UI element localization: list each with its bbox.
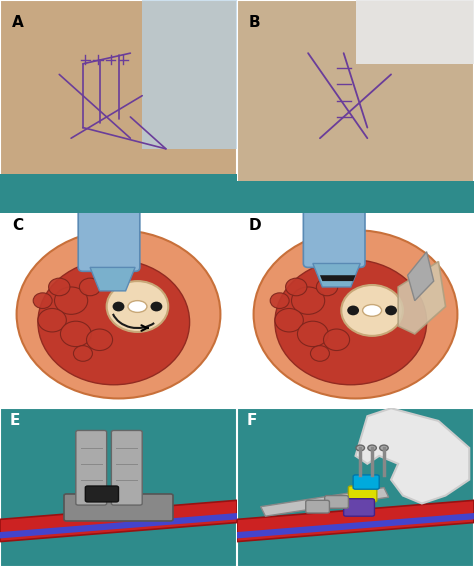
FancyBboxPatch shape xyxy=(0,408,237,567)
Circle shape xyxy=(341,285,403,336)
Text: D: D xyxy=(249,218,262,234)
Circle shape xyxy=(73,346,92,361)
Ellipse shape xyxy=(363,304,382,316)
FancyBboxPatch shape xyxy=(325,496,348,508)
Circle shape xyxy=(270,293,289,308)
Circle shape xyxy=(368,445,376,451)
Polygon shape xyxy=(237,500,474,541)
Text: B: B xyxy=(249,15,261,30)
Circle shape xyxy=(17,230,220,399)
Polygon shape xyxy=(261,488,389,516)
FancyBboxPatch shape xyxy=(348,486,377,502)
Circle shape xyxy=(285,278,307,296)
FancyBboxPatch shape xyxy=(353,475,379,489)
Circle shape xyxy=(107,281,168,332)
FancyBboxPatch shape xyxy=(0,0,237,213)
Polygon shape xyxy=(237,513,474,539)
FancyBboxPatch shape xyxy=(0,175,237,213)
FancyBboxPatch shape xyxy=(76,430,107,505)
FancyBboxPatch shape xyxy=(237,181,474,213)
FancyBboxPatch shape xyxy=(142,0,237,149)
Text: C: C xyxy=(12,218,23,234)
Circle shape xyxy=(310,346,329,361)
Circle shape xyxy=(323,329,349,350)
FancyBboxPatch shape xyxy=(111,430,142,505)
Circle shape xyxy=(298,321,328,346)
FancyBboxPatch shape xyxy=(344,499,374,516)
Circle shape xyxy=(61,321,91,346)
Polygon shape xyxy=(313,264,360,287)
Polygon shape xyxy=(320,275,356,281)
FancyBboxPatch shape xyxy=(237,213,474,408)
Circle shape xyxy=(254,230,457,399)
Circle shape xyxy=(380,445,388,451)
Circle shape xyxy=(275,260,427,385)
FancyBboxPatch shape xyxy=(0,213,237,408)
Text: A: A xyxy=(12,15,24,30)
Circle shape xyxy=(292,287,325,314)
Circle shape xyxy=(80,278,100,296)
Polygon shape xyxy=(398,261,446,334)
Circle shape xyxy=(347,306,359,315)
FancyBboxPatch shape xyxy=(64,494,173,521)
Circle shape xyxy=(356,445,365,451)
Circle shape xyxy=(150,302,162,311)
FancyBboxPatch shape xyxy=(85,486,118,502)
Ellipse shape xyxy=(128,301,147,312)
FancyBboxPatch shape xyxy=(78,201,140,272)
Circle shape xyxy=(55,287,88,314)
FancyBboxPatch shape xyxy=(237,408,474,567)
FancyBboxPatch shape xyxy=(303,205,365,268)
Circle shape xyxy=(48,278,70,296)
Circle shape xyxy=(33,293,52,308)
Circle shape xyxy=(385,306,397,315)
Circle shape xyxy=(38,308,66,332)
Polygon shape xyxy=(0,500,237,541)
FancyBboxPatch shape xyxy=(356,0,474,64)
Text: F: F xyxy=(246,413,257,428)
Circle shape xyxy=(86,329,112,350)
FancyBboxPatch shape xyxy=(237,0,474,213)
Circle shape xyxy=(275,308,303,332)
Polygon shape xyxy=(90,268,135,291)
FancyBboxPatch shape xyxy=(306,500,329,513)
Text: E: E xyxy=(9,413,20,428)
Polygon shape xyxy=(408,252,434,301)
Polygon shape xyxy=(356,408,469,503)
Circle shape xyxy=(38,260,190,385)
Circle shape xyxy=(112,302,124,311)
Polygon shape xyxy=(0,513,237,539)
Circle shape xyxy=(316,278,337,296)
